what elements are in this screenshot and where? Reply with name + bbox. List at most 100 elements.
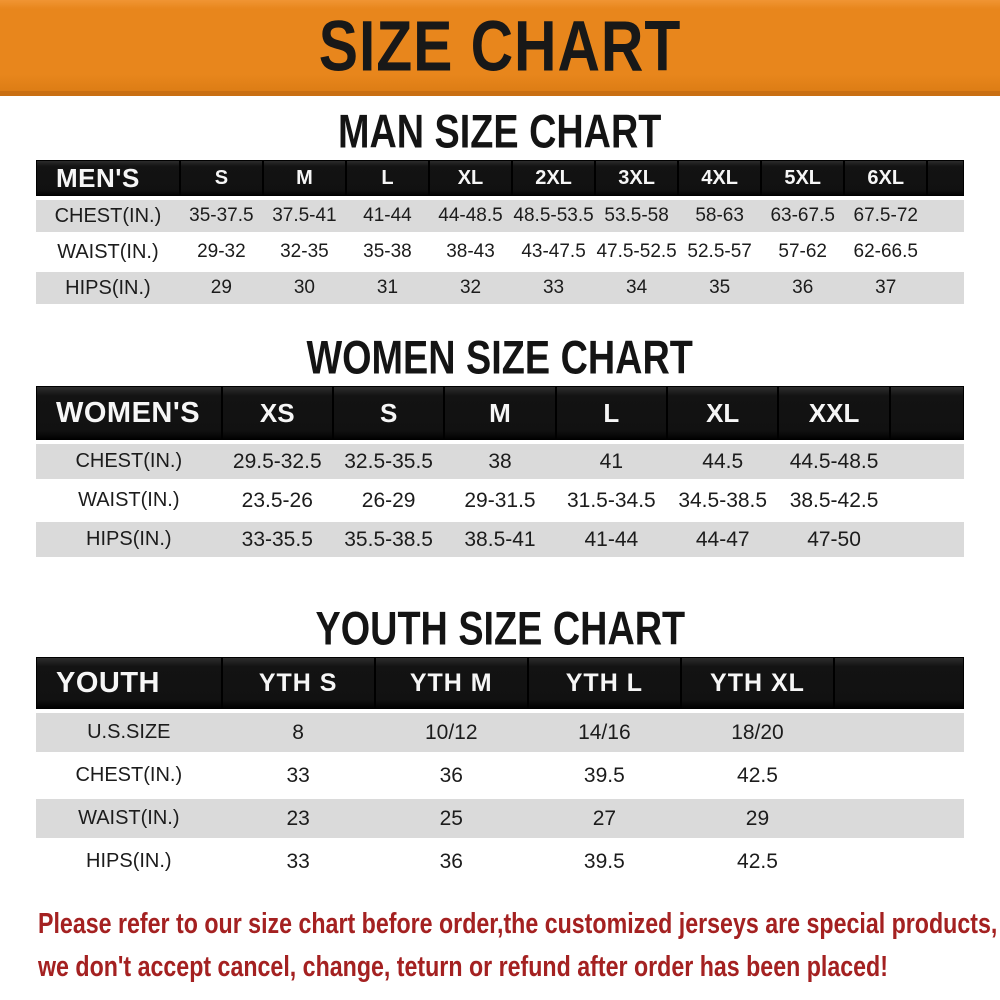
size-cell: 38.5-41 (444, 522, 556, 557)
size-cell: 18/20 (680, 713, 835, 752)
size-cell: 47.5-52.5 (595, 236, 679, 268)
youth-size-table: YOUTH YTH S YTH M YTH L YTH XL U.S.SIZE 8 10/12… (36, 653, 964, 885)
banner-title: SIZE CHART (318, 5, 682, 86)
women-section-title: WOMEN SIZE CHART (0, 331, 1000, 384)
column-header: 4XL (678, 160, 762, 196)
size-cell: 10/12 (374, 713, 528, 752)
column-header: 3XL (595, 160, 679, 196)
column-header: 2XL (512, 160, 596, 196)
size-cell: 23 (221, 799, 375, 838)
size-group-label: YOUTH (36, 657, 222, 709)
table-row: CHEST(IN.) 35-37.5 37.5-41 41-44 44-48.5 48.5… (36, 200, 964, 232)
column-header: L (555, 386, 668, 440)
size-cell: 26-29 (332, 483, 445, 518)
row-label: CHEST(IN.) (36, 756, 222, 795)
size-cell: 53.5-58 (595, 200, 679, 232)
size-cell: 33 (221, 842, 375, 881)
row-filler (834, 842, 964, 881)
size-cell: 67.5-72 (844, 200, 928, 232)
row-filler (927, 200, 964, 232)
header-filler (927, 160, 964, 196)
column-header: XL (428, 160, 513, 196)
row-label: HIPS(IN.) (36, 272, 180, 304)
column-header: YTH XL (680, 657, 835, 709)
table-row: CHEST(IN.) 29.5-32.5 32.5-35.5 38 41 44.5 44.5… (36, 444, 964, 479)
row-filler (834, 799, 964, 838)
size-cell: 29 (680, 799, 835, 838)
column-header: YTH L (527, 657, 681, 709)
men-size-table: MEN'S S M L XL 2XL 3XL 4XL 5XL 6XL CHEST(IN.) 35-37… (36, 156, 964, 308)
size-cell: 36 (374, 842, 528, 881)
size-cell: 44.5 (667, 444, 779, 479)
size-cell: 33 (512, 272, 596, 304)
column-header: S (179, 160, 263, 196)
row-label: HIPS(IN.) (36, 842, 222, 881)
size-cell: 36 (761, 272, 845, 304)
column-header: 6XL (844, 160, 928, 196)
column-header: M (262, 160, 346, 196)
column-header: XL (667, 386, 779, 440)
row-filler (834, 713, 964, 752)
size-group-label: WOMEN'S (36, 386, 222, 440)
size-cell: 43-47.5 (512, 236, 596, 268)
size-cell: 41 (555, 444, 668, 479)
size-cell: 57-62 (761, 236, 845, 268)
row-filler (889, 444, 964, 479)
column-header: 5XL (761, 160, 845, 196)
men-section-title-text: MAN SIZE CHART (338, 105, 662, 158)
size-cell: 35-37.5 (179, 200, 263, 232)
row-label: CHEST(IN.) (36, 444, 222, 479)
size-cell: 33-35.5 (221, 522, 333, 557)
footer-note: Please refer to our size chart before or… (38, 905, 1000, 991)
size-cell: 44.5-48.5 (778, 444, 890, 479)
size-cell: 38 (444, 444, 556, 479)
size-cell: 44-47 (667, 522, 779, 557)
size-cell: 39.5 (527, 842, 681, 881)
column-header: XS (221, 386, 333, 440)
size-cell: 23.5-26 (221, 483, 333, 518)
size-cell: 42.5 (680, 756, 835, 795)
size-cell: 14/16 (527, 713, 681, 752)
size-cell: 37.5-41 (262, 200, 346, 232)
size-cell: 39.5 (527, 756, 681, 795)
row-label: WAIST(IN.) (36, 236, 180, 268)
size-cell: 29-31.5 (444, 483, 556, 518)
row-label: HIPS(IN.) (36, 522, 222, 557)
size-cell: 41-44 (555, 522, 668, 557)
row-filler (834, 756, 964, 795)
header-filler (834, 657, 964, 709)
row-label: CHEST(IN.) (36, 200, 180, 232)
table-row: WAIST(IN.) 23.5-26 26-29 29-31.5 31.5-34.5 34… (36, 483, 964, 518)
size-cell: 29.5-32.5 (221, 444, 333, 479)
row-filler (927, 272, 964, 304)
size-cell: 47-50 (778, 522, 890, 557)
size-cell: 37 (844, 272, 928, 304)
table-row: WAIST(IN.) 29-32 32-35 35-38 38-43 43-47.5 47.… (36, 236, 964, 268)
column-header: M (444, 386, 556, 440)
table-row: HIPS(IN.) 33-35.5 35.5-38.5 38.5-41 41-44 44-… (36, 522, 964, 557)
size-cell: 32 (428, 272, 513, 304)
size-cell: 63-67.5 (761, 200, 845, 232)
size-cell: 36 (374, 756, 528, 795)
footer-line-2: we don't accept cancel, change, teturn o… (38, 951, 888, 983)
column-header: YTH M (374, 657, 528, 709)
women-section-title-text: WOMEN SIZE CHART (306, 331, 694, 384)
row-label: WAIST(IN.) (36, 483, 222, 518)
column-header: XXL (778, 386, 890, 440)
footer-line-1: Please refer to our size chart before or… (38, 908, 998, 940)
table-row: CHEST(IN.) 33 36 39.5 42.5 (36, 756, 964, 795)
size-cell: 35-38 (345, 236, 429, 268)
size-cell: 29 (179, 272, 263, 304)
row-filler (889, 483, 964, 518)
men-section-title: MAN SIZE CHART (0, 105, 1000, 158)
size-cell: 35.5-38.5 (332, 522, 445, 557)
column-header: S (332, 386, 445, 440)
size-group-label: MEN'S (36, 160, 180, 196)
row-label: WAIST(IN.) (36, 799, 222, 838)
youth-section-title-text: YOUTH SIZE CHART (315, 602, 685, 655)
women-size-table: WOMEN'S XS S M L XL XXL CHEST(IN.) 29.5-32.5 32.5… (36, 382, 964, 561)
banner: SIZE CHART (0, 0, 1000, 96)
size-cell: 33 (221, 756, 375, 795)
size-cell: 32-35 (262, 236, 346, 268)
size-cell: 48.5-53.5 (512, 200, 596, 232)
